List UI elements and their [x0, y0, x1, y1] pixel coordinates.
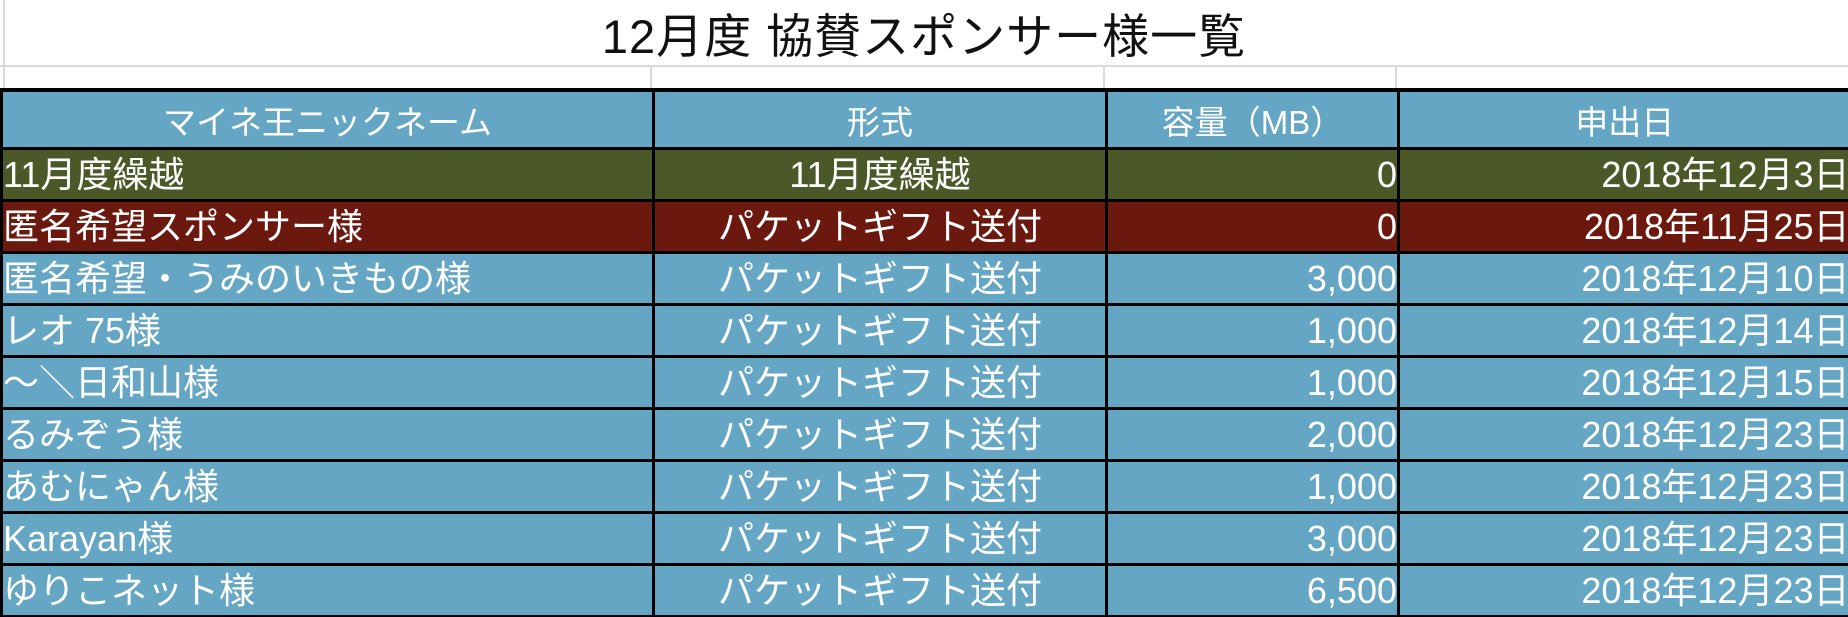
cell-date[interactable]: 2018年11月25日	[1397, 199, 1848, 254]
cell-date[interactable]: 2018年12月23日	[1397, 407, 1848, 462]
spacer-cell	[1105, 67, 1397, 88]
cell-date[interactable]: 2018年12月3日	[1397, 147, 1848, 202]
cell-capacity[interactable]: 6,500	[1105, 563, 1400, 617]
cell-nickname[interactable]: 匿名希望・うみのいきもの様	[0, 251, 655, 306]
cell-capacity[interactable]: 3,000	[1105, 511, 1400, 566]
cell-capacity[interactable]: 1,000	[1105, 303, 1400, 358]
cell-capacity[interactable]: 0	[1105, 147, 1400, 202]
cell-nickname[interactable]: ゆりこネット様	[0, 563, 655, 617]
cell-format[interactable]: パケットギフト送付	[652, 459, 1108, 514]
cell-format[interactable]: パケットギフト送付	[652, 355, 1108, 410]
header-nickname[interactable]: マイネ王ニックネーム	[0, 88, 655, 150]
spacer-cell	[0, 67, 652, 88]
cell-capacity[interactable]: 1,000	[1105, 459, 1400, 514]
cell-nickname[interactable]: Karayan様	[0, 511, 655, 566]
cell-format[interactable]: パケットギフト送付	[652, 251, 1108, 306]
cell-date[interactable]: 2018年12月23日	[1397, 563, 1848, 617]
cell-nickname[interactable]: るみぞう様	[0, 407, 655, 462]
title-row: 12月度 協賛スポンサー様一覧	[0, 0, 1848, 67]
cell-capacity[interactable]: 2,000	[1105, 407, 1400, 462]
cell-format[interactable]: パケットギフト送付	[652, 303, 1108, 358]
header-date[interactable]: 申出日	[1397, 88, 1848, 150]
sponsor-table: マイネ王ニックネーム 形式 容量（MB） 申出日 11月度繰越 11月度繰越 0 20…	[0, 88, 1848, 617]
cell-nickname[interactable]: あむにゃん様	[0, 459, 655, 514]
table-row: ゆりこネット様 パケットギフト送付 6,500 2018年12月23日	[0, 563, 1848, 617]
page-title: 12月度 協賛スポンサー様一覧	[601, 10, 1247, 63]
spacer-cell	[652, 67, 1105, 88]
table-row: 〜＼日和山様 パケットギフト送付 1,000 2018年12月15日	[0, 355, 1848, 410]
spacer-cell	[1397, 67, 1848, 88]
table-row: 匿名希望スポンサー様 パケットギフト送付 0 2018年11月25日	[0, 199, 1848, 254]
cell-format[interactable]: パケットギフト送付	[652, 563, 1108, 617]
header-capacity[interactable]: 容量（MB）	[1105, 88, 1400, 150]
left-gridline	[3, 0, 5, 88]
cell-capacity[interactable]: 0	[1105, 199, 1400, 254]
cell-format[interactable]: パケットギフト送付	[652, 407, 1108, 462]
table-row: るみぞう様 パケットギフト送付 2,000 2018年12月23日	[0, 407, 1848, 462]
cell-nickname[interactable]: レオ 75様	[0, 303, 655, 358]
cell-nickname[interactable]: 匿名希望スポンサー様	[0, 199, 655, 254]
header-row: マイネ王ニックネーム 形式 容量（MB） 申出日	[0, 88, 1848, 150]
cell-date[interactable]: 2018年12月14日	[1397, 303, 1848, 358]
cell-capacity[interactable]: 3,000	[1105, 251, 1400, 306]
cell-date[interactable]: 2018年12月23日	[1397, 459, 1848, 514]
table-row: レオ 75様 パケットギフト送付 1,000 2018年12月14日	[0, 303, 1848, 358]
cell-date[interactable]: 2018年12月15日	[1397, 355, 1848, 410]
grid-spacer-row	[0, 67, 1848, 88]
table-row: Karayan様 パケットギフト送付 3,000 2018年12月23日	[0, 511, 1848, 566]
cell-format[interactable]: 11月度繰越	[652, 147, 1108, 202]
table-row: 11月度繰越 11月度繰越 0 2018年12月3日	[0, 147, 1848, 202]
cell-nickname[interactable]: 〜＼日和山様	[0, 355, 655, 410]
table-row: あむにゃん様 パケットギフト送付 1,000 2018年12月23日	[0, 459, 1848, 514]
cell-date[interactable]: 2018年12月10日	[1397, 251, 1848, 306]
header-format[interactable]: 形式	[652, 88, 1108, 150]
cell-format[interactable]: パケットギフト送付	[652, 199, 1108, 254]
cell-capacity[interactable]: 1,000	[1105, 355, 1400, 410]
cell-date[interactable]: 2018年12月23日	[1397, 511, 1848, 566]
cell-format[interactable]: パケットギフト送付	[652, 511, 1108, 566]
cell-nickname[interactable]: 11月度繰越	[0, 147, 655, 202]
table-row: 匿名希望・うみのいきもの様 パケットギフト送付 3,000 2018年12月10日	[0, 251, 1848, 306]
